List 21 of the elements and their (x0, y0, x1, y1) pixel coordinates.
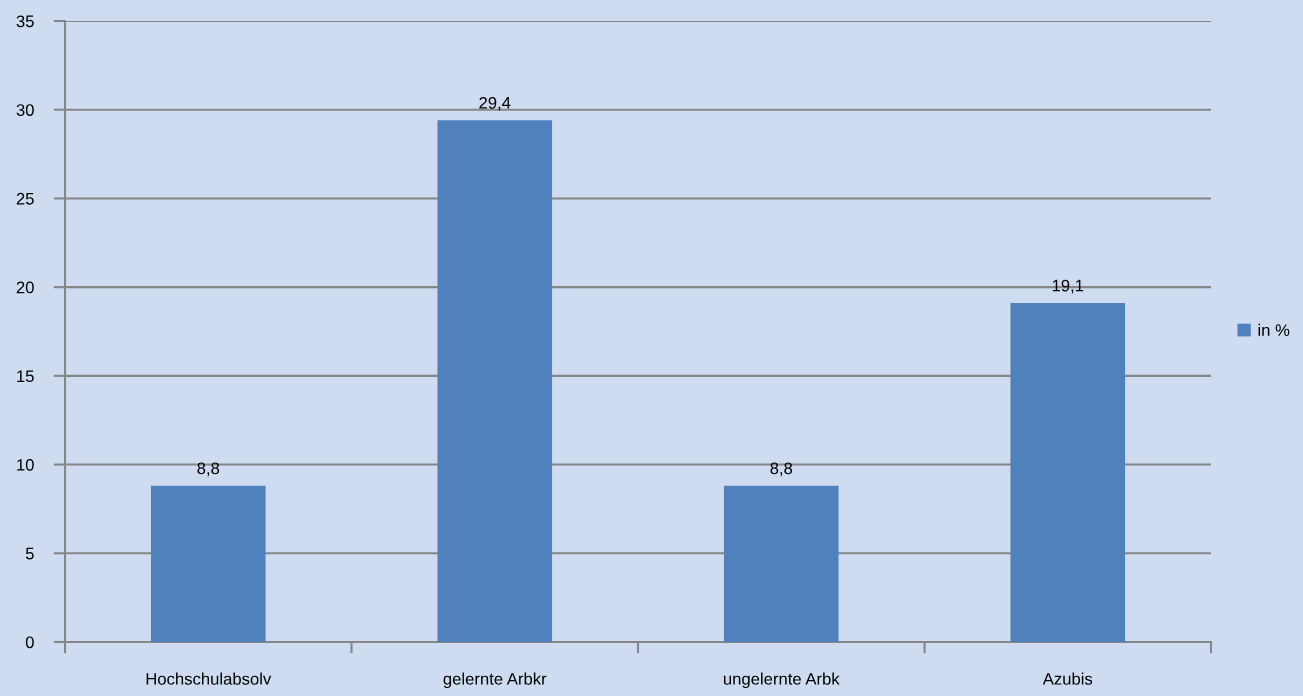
bar (437, 120, 553, 642)
x-tick-label: Azubis (1042, 672, 1093, 685)
x-tick-label: gelernte Arbkr (443, 672, 547, 689)
legend-label: in % (1258, 323, 1290, 336)
data-label: 8,8 (770, 462, 793, 477)
y-tick-label: 0 (25, 636, 34, 649)
bar (150, 485, 266, 642)
data-label: 29,4 (479, 96, 511, 111)
data-label: 19,1 (1052, 279, 1084, 294)
x-tick-label: ungelernte Arbk (723, 672, 840, 689)
y-tick-label: 20 (16, 281, 34, 294)
bar (723, 485, 839, 642)
y-tick-label: 35 (16, 15, 34, 28)
x-tick-label: Hochschulabsolv (146, 672, 272, 685)
y-tick-label: 25 (16, 192, 34, 205)
data-label: 8,8 (197, 462, 220, 477)
y-tick-label: 10 (17, 458, 34, 471)
y-tick-label: 15 (17, 370, 34, 383)
bar (1010, 303, 1126, 642)
y-tick-label: 30 (16, 104, 34, 116)
y-tick-label: 5 (25, 547, 34, 560)
